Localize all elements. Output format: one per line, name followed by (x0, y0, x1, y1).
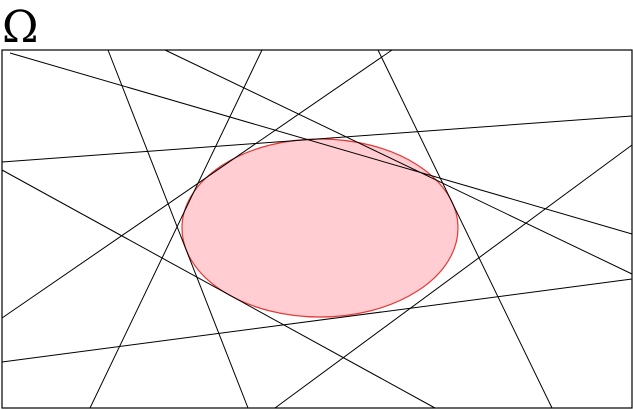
line-3 (164, 49, 633, 275)
line-set (1, 49, 633, 409)
line-7 (1, 115, 633, 163)
line-4 (89, 49, 263, 409)
line-2 (107, 49, 249, 409)
domain-label: Ω (2, 2, 38, 53)
line-6 (1, 49, 393, 319)
line-1 (9, 52, 633, 235)
line-9 (274, 144, 633, 409)
line-8 (1, 169, 436, 409)
line-10 (1, 278, 633, 363)
domain-boundary (1, 49, 633, 409)
line-5 (377, 49, 553, 409)
